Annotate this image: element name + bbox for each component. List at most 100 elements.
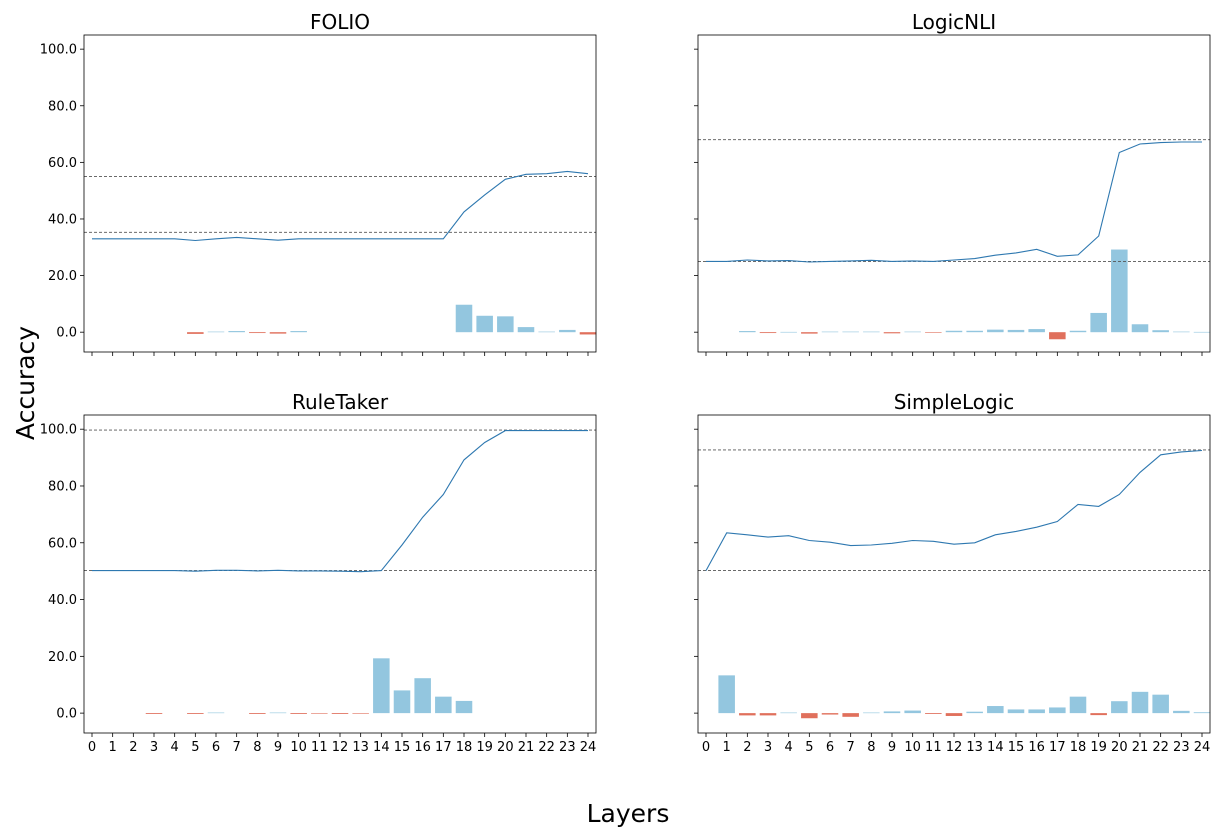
x-tick-label: 18	[456, 740, 473, 755]
y-tick-label: 60.0	[48, 156, 77, 171]
bar	[821, 331, 839, 333]
bar	[1007, 709, 1025, 714]
x-tick-label: 0	[702, 740, 710, 755]
bar	[290, 331, 307, 333]
plot-frame	[697, 414, 1211, 734]
bar	[987, 706, 1004, 714]
bar	[1049, 332, 1066, 340]
x-tick-label: 9	[888, 740, 896, 755]
bar	[945, 330, 963, 333]
x-tick-label: 9	[274, 740, 282, 755]
x-tick-label: 12	[946, 740, 963, 755]
bar	[559, 329, 576, 333]
bar	[579, 332, 597, 335]
x-tick-label: 3	[150, 740, 158, 755]
y-tick-label: 80.0	[48, 99, 77, 114]
chart-title: LogicNLI	[912, 10, 996, 34]
chart-title: SimpleLogic	[894, 390, 1015, 414]
chart-panel-1: LogicNLI	[694, 10, 1211, 356]
y-axis-label: Accuracy	[11, 326, 40, 440]
bar	[187, 332, 204, 334]
x-tick-label: 6	[212, 740, 220, 755]
bar	[517, 327, 535, 333]
bar	[1049, 707, 1066, 714]
bar	[1152, 330, 1169, 333]
plot-frame	[697, 34, 1211, 353]
chart-title: RuleTaker	[292, 390, 389, 414]
x-tick-label: 13	[966, 740, 983, 755]
x-tick-label: 20	[497, 740, 514, 755]
x-tick-label: 19	[1090, 740, 1107, 755]
bar	[966, 330, 983, 333]
bar	[393, 690, 411, 714]
x-tick-label: 11	[311, 740, 328, 755]
bar	[842, 331, 859, 333]
x-tick-label: 0	[88, 740, 96, 755]
bar	[883, 711, 901, 714]
bar	[145, 713, 163, 714]
bar	[497, 316, 514, 333]
x-tick-label: 6	[826, 740, 834, 755]
plot-frame	[83, 34, 597, 353]
x-tick-label: 10	[904, 740, 921, 755]
x-tick-label: 12	[332, 740, 349, 755]
bar	[1193, 331, 1211, 333]
plot-frame	[83, 414, 597, 734]
y-tick-label: 20.0	[48, 269, 77, 284]
bar	[1193, 712, 1211, 714]
x-tick-label: 21	[518, 740, 535, 755]
x-tick-label: 22	[1152, 740, 1169, 755]
x-tick-label: 16	[414, 740, 431, 755]
bar	[1131, 324, 1149, 333]
x-tick-label: 2	[129, 740, 137, 755]
x-tick-label: 5	[191, 740, 199, 755]
bar	[187, 713, 204, 714]
bar	[863, 331, 880, 333]
x-tick-label: 24	[1194, 740, 1211, 755]
bar	[373, 658, 390, 714]
bar	[925, 332, 942, 333]
x-tick-label: 4	[785, 740, 793, 755]
x-tick-label: 19	[476, 740, 493, 755]
bar	[249, 713, 266, 714]
x-tick-label: 2	[743, 740, 751, 755]
bar	[842, 713, 859, 717]
bar	[883, 332, 901, 334]
bar	[1152, 694, 1169, 714]
accuracy-line	[706, 141, 1202, 263]
bar	[1028, 329, 1045, 333]
x-tick-label: 16	[1028, 740, 1045, 755]
bar	[1173, 710, 1190, 714]
bar	[1069, 696, 1087, 714]
bar	[718, 675, 735, 714]
x-tick-label: 1	[723, 740, 731, 755]
bar	[801, 332, 818, 334]
x-tick-label: 17	[435, 740, 452, 755]
accuracy-line	[92, 430, 588, 573]
y-tick-label: 20.0	[48, 650, 77, 665]
bar	[269, 712, 287, 714]
bar	[1131, 691, 1149, 714]
bar	[801, 713, 818, 719]
bar	[455, 304, 473, 333]
y-tick-label: 80.0	[48, 479, 77, 494]
bar	[925, 713, 942, 714]
bar	[435, 696, 452, 714]
y-tick-label: 60.0	[48, 536, 77, 551]
bar	[1069, 330, 1087, 333]
x-tick-label: 18	[1070, 740, 1087, 755]
bar	[249, 332, 266, 334]
bar	[331, 713, 349, 714]
bar	[290, 713, 307, 714]
chart-title: FOLIO	[310, 10, 370, 34]
x-tick-label: 10	[290, 740, 307, 755]
bar	[759, 332, 777, 334]
x-tick-label: 15	[394, 740, 411, 755]
bar	[476, 315, 493, 333]
x-tick-label: 23	[559, 740, 576, 755]
bar	[207, 712, 225, 714]
x-tick-label: 7	[847, 740, 855, 755]
